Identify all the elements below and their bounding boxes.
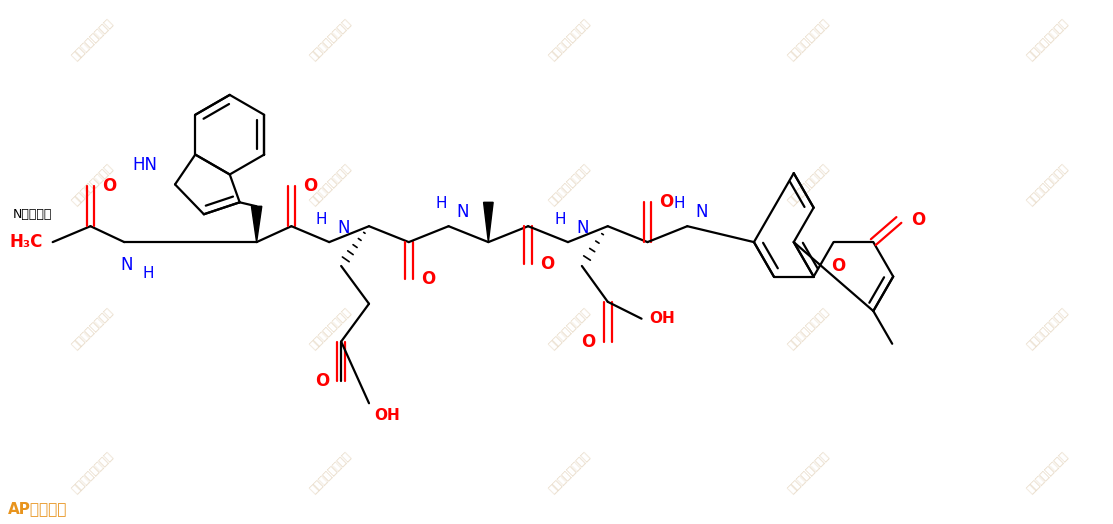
Text: 专肽生物专肽生物: 专肽生物专肽生物 <box>787 307 831 351</box>
Text: H: H <box>142 266 154 281</box>
Text: O: O <box>421 270 435 288</box>
Text: O: O <box>540 255 554 273</box>
Text: 专肽生物专肽生物: 专肽生物专肽生物 <box>70 18 115 62</box>
Text: N: N <box>120 256 132 274</box>
Text: H₃C: H₃C <box>9 233 42 251</box>
Text: 专肽生物专肽生物: 专肽生物专肽生物 <box>1025 451 1070 495</box>
Text: O: O <box>659 193 673 211</box>
Text: N: N <box>575 219 589 237</box>
Text: 专肽生物专肽生物: 专肽生物专肽生物 <box>1025 18 1070 62</box>
Text: N: N <box>337 219 349 237</box>
Text: H: H <box>554 212 565 227</box>
Text: O: O <box>581 333 595 351</box>
Text: O: O <box>102 178 117 195</box>
Text: H: H <box>435 196 446 211</box>
Text: 专肽生物专肽生物: 专肽生物专肽生物 <box>787 451 831 495</box>
Text: O: O <box>304 178 317 195</box>
Text: 专肽生物专肽生物: 专肽生物专肽生物 <box>548 162 592 206</box>
Text: O: O <box>910 211 925 229</box>
Text: 专肽生物专肽生物: 专肽生物专肽生物 <box>70 451 115 495</box>
Text: 专肽生物专肽生物: 专肽生物专肽生物 <box>548 18 592 62</box>
Text: 专肽生物专肽生物: 专肽生物专肽生物 <box>548 451 592 495</box>
Text: 专肽生物专肽生物: 专肽生物专肽生物 <box>309 307 354 351</box>
Text: H: H <box>673 196 686 211</box>
Text: N端乙酰化: N端乙酰化 <box>13 208 52 221</box>
Text: O: O <box>831 257 846 275</box>
Text: O: O <box>315 373 329 390</box>
Text: 专肽生物专肽生物: 专肽生物专肽生物 <box>787 18 831 62</box>
Text: AP专肌生物: AP专肌生物 <box>8 501 67 516</box>
Text: HN: HN <box>132 157 157 174</box>
Text: 专肽生物专肽生物: 专肽生物专肽生物 <box>70 162 115 206</box>
Text: 专肽生物专肽生物: 专肽生物专肽生物 <box>787 162 831 206</box>
Text: N: N <box>456 203 469 221</box>
Text: 专肽生物专肽生物: 专肽生物专肽生物 <box>309 162 354 206</box>
Text: 专肽生物专肽生物: 专肽生物专肽生物 <box>70 307 115 351</box>
Text: N: N <box>696 203 708 221</box>
Polygon shape <box>252 206 262 242</box>
Text: 专肽生物专肽生物: 专肽生物专肽生物 <box>1025 307 1070 351</box>
Polygon shape <box>483 202 493 242</box>
Text: 专肽生物专肽生物: 专肽生物专肽生物 <box>309 451 354 495</box>
Text: 专肽生物专肽生物: 专肽生物专肽生物 <box>309 18 354 62</box>
Text: OH: OH <box>374 408 400 423</box>
Text: H: H <box>316 212 327 227</box>
Text: 专肽生物专肽生物: 专肽生物专肽生物 <box>1025 162 1070 206</box>
Text: OH: OH <box>650 311 676 326</box>
Text: 专肽生物专肽生物: 专肽生物专肽生物 <box>548 307 592 351</box>
